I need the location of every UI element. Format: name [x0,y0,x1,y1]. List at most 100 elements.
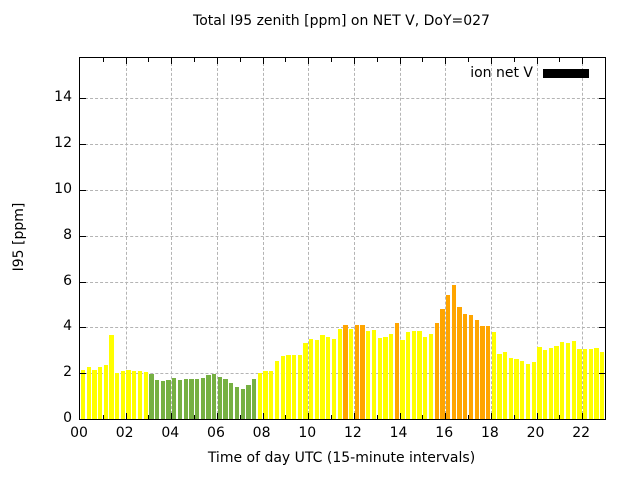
bar-09:45 [303,343,308,419]
bar-08:15 [269,370,274,419]
xtick-bottom-13 [376,415,378,419]
bar-05:00 [194,378,200,419]
xtick-top-17 [468,58,470,62]
bar-17:45 [485,325,491,419]
bar-09:30 [297,354,302,419]
x-tick-label-04: 04 [161,425,180,441]
gridline-x-2 [125,58,127,419]
xtick-bottom-16 [445,413,447,419]
y-tick-label-4: 4 [63,318,72,335]
bar-00:15 [86,367,91,419]
bar-15:45 [440,309,445,419]
xtick-top-10 [308,58,310,64]
x-tick-label-06: 06 [207,425,225,441]
gridline-x-16 [445,58,447,419]
xtick-top-4 [171,58,173,64]
bar-14:00 [400,339,405,419]
bar-18:45 [508,357,514,419]
xtick-top-16 [445,58,447,64]
bar-00:45 [97,367,103,419]
gridline-y-14 [80,98,605,100]
xtick-bottom-21 [559,415,561,419]
bar-07:30 [251,378,257,419]
bar-18:30 [503,352,508,419]
bar-06:45 [234,386,240,419]
bar-11:00 [331,338,337,419]
bar-21:15 [565,343,571,419]
xtick-top-2 [125,58,127,64]
bar-14:30 [411,330,417,419]
xtick-bottom-19 [513,415,515,419]
xtick-top-18 [490,58,492,64]
ytick-right-2 [599,373,605,375]
bar-02:45 [143,372,148,419]
bar-02:00 [126,369,131,419]
gridline-x-8 [262,58,264,419]
bar-12:30 [366,330,371,419]
xtick-top-6 [216,58,218,64]
gridline-x-6 [216,58,218,419]
bar-08:45 [280,356,285,419]
x-tick-label-14: 14 [389,425,408,441]
bar-02:30 [137,370,143,419]
plot-area: ion net V [79,57,606,420]
bar-11:45 [349,328,354,419]
xtick-top-11 [331,58,333,62]
legend-label: ion net V [470,65,533,81]
bar-09:00 [286,354,291,419]
bar-10:30 [320,335,325,419]
gridline-y-12 [80,144,605,146]
bar-16:00 [446,295,451,419]
bar-05:30 [206,375,211,419]
bar-17:15 [474,320,479,419]
gridline-x-18 [490,58,492,419]
bar-22:45 [600,352,605,419]
bar-13:15 [383,336,388,419]
gridline-x-12 [353,58,355,419]
gridline-y-8 [80,235,605,237]
xtick-top-8 [262,58,264,64]
bar-03:15 [154,380,160,419]
bar-00:00 [80,369,86,419]
xtick-bottom-22 [582,413,584,419]
y-axis-label: I95 [ppm] [11,202,27,272]
ytick-left-4 [80,327,86,329]
xtick-bottom-8 [262,413,264,419]
bar-13:45 [394,322,399,419]
bar-10:15 [314,339,320,419]
bar-12:15 [360,325,365,419]
bar-01:00 [103,365,108,419]
bar-08:00 [263,370,268,419]
bar-07:00 [240,389,245,419]
bar-12:45 [371,329,377,419]
bar-22:00 [582,348,588,419]
ytick-left-6 [80,281,86,283]
bar-13:30 [388,334,394,419]
ytick-right-12 [599,144,605,146]
xtick-bottom-6 [216,413,218,419]
bar-11:15 [337,328,342,419]
ytick-right-6 [599,281,605,283]
x-tick-label-00: 00 [70,425,88,441]
xtick-top-19 [513,58,515,62]
bar-15:30 [434,322,439,419]
bar-07:15 [246,385,251,419]
ytick-left-8 [80,235,86,237]
x-tick-label-12: 12 [343,425,362,441]
xtick-bottom-20 [536,413,538,419]
xtick-top-22 [582,58,584,64]
bar-12:00 [354,325,359,419]
xtick-bottom-12 [353,413,355,419]
gridline-x-14 [399,58,401,419]
ytick-right-10 [599,189,605,191]
ytick-left-2 [80,373,86,375]
bar-03:00 [149,374,154,419]
bar-18:00 [491,331,496,419]
bar-19:45 [531,362,536,419]
ytick-left-10 [80,189,86,191]
bar-15:00 [423,336,428,419]
bar-00:30 [92,369,97,419]
bar-04:30 [183,378,188,419]
bar-16:30 [457,306,462,419]
xtick-top-13 [376,58,378,62]
